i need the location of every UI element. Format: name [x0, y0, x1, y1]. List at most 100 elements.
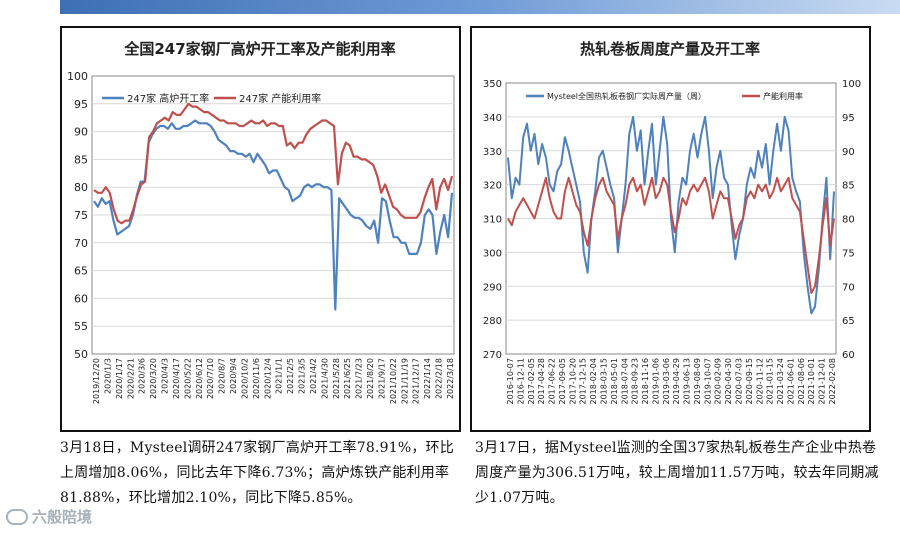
y-tick-label-right: 70 — [842, 282, 855, 293]
x-tick-label: 2021/3/5 — [298, 358, 307, 394]
y-tick-label: 80 — [74, 181, 88, 194]
blast-furnace-chart-panel: 全国247家钢厂高炉开工率及产能利用率 50 55 60 65 70 75 80 85 90 95 1… — [60, 26, 461, 432]
y-tick-label-right: 85 — [842, 181, 855, 192]
y-tick-label: 90 — [74, 126, 88, 139]
series-line-0 — [507, 115, 835, 315]
x-tick-label: 2018-11-16 — [641, 358, 650, 405]
x-tick-label: 2019/12/20 — [92, 358, 101, 404]
x-tick-label: 2021-12-01 — [818, 358, 827, 405]
x-tick-label: 2020/7/10 — [206, 358, 215, 399]
y-tick-label: 100 — [67, 70, 88, 83]
x-tick-label: 2020/5/22 — [183, 358, 192, 399]
x-tick-label: 2020/4/17 — [172, 358, 181, 399]
x-tick-label: 2016-10-07 — [506, 358, 515, 405]
x-tick-label: 2021/1/1 — [275, 358, 284, 394]
x-tick-label: 2020/1/3 — [103, 358, 112, 394]
x-tick-label: 2021/4/30 — [320, 358, 329, 399]
x-tick-label: 2017-02-05 — [527, 358, 536, 405]
y-tick-label-left: 300 — [483, 248, 502, 259]
hot-rolled-caption: 3月17日，据Mysteel监测的全国37家热轧板卷生产企业中热卷周度产量为30… — [475, 436, 890, 511]
x-tick-label: 2019-08-09 — [693, 358, 702, 405]
legend-label: 247家 高炉开工率 — [127, 92, 209, 105]
x-tick-label: 2020/8/7 — [218, 358, 227, 394]
y-tick-label: 65 — [74, 265, 88, 278]
y-tick-label-left: 280 — [483, 316, 502, 327]
x-tick-label: 2021/8/20 — [366, 358, 375, 399]
y-tick-label-left: 320 — [483, 181, 502, 192]
x-tick-label: 2020-09-15 — [745, 358, 754, 405]
x-tick-label: 2021-10-01 — [807, 358, 816, 405]
legend-label: 247家 产能利用率 — [239, 92, 321, 105]
y-tick-label-right: 75 — [842, 248, 855, 259]
y-tick-label: 60 — [74, 292, 88, 305]
x-tick-label: 2018-07-04 — [620, 358, 629, 405]
x-tick-label: 2020/2/21 — [126, 358, 135, 399]
x-tick-label: 2018-02-04 — [589, 358, 598, 405]
y-tick-label-right: 80 — [842, 215, 855, 226]
x-tick-label: 2020-07-03 — [735, 358, 744, 405]
x-tick-label: 2021/9/17 — [377, 358, 386, 399]
x-tick-label: 2022/1/14 — [423, 358, 432, 399]
x-tick-label: 2017-10-20 — [568, 358, 577, 405]
series-line-0 — [93, 119, 454, 311]
y-tick-label: 70 — [74, 237, 88, 250]
x-tick-label: 2019-04-29 — [672, 358, 681, 405]
chart-title: 全国247家钢厂高炉开工率及产能利用率 — [123, 40, 395, 58]
x-tick-label: 2020/10/2 — [240, 358, 249, 399]
y-tick-label: 75 — [74, 209, 88, 222]
chart-title: 热轧卷板周度产量及开工率 — [580, 40, 760, 58]
x-tick-label: 2022-02-08 — [828, 358, 837, 405]
x-tick-label: 2021/6/25 — [343, 358, 352, 399]
x-tick-label: 2018-05-01 — [610, 358, 619, 405]
x-tick-label: 2020/3/6 — [138, 358, 147, 394]
x-tick-label: 2020/4/3 — [161, 358, 170, 394]
x-tick-label: 2020/3/20 — [149, 358, 158, 399]
legend-label: 产能利用率 — [763, 91, 803, 101]
y-tick-label-left: 330 — [483, 147, 502, 158]
x-tick-label: 2021-01-15 — [766, 358, 775, 405]
hot-rolled-caption-text: 3月17日，据Mysteel监测的全国37家热轧板卷生产企业中热卷周度产量为30… — [475, 440, 879, 506]
y-tick-label-right: 60 — [842, 350, 855, 361]
series-line-1 — [507, 176, 835, 294]
x-tick-label: 2021/10/22 — [389, 358, 398, 404]
x-tick-label: 2020/6/12 — [195, 358, 204, 399]
blast-furnace-chart: 全国247家钢厂高炉开工率及产能利用率 50 55 60 65 70 75 80 85 90 95 1… — [67, 40, 455, 404]
x-tick-label: 2018-09-23 — [631, 358, 640, 405]
y-tick-label: 55 — [74, 320, 88, 333]
x-tick-label: 2020/1/17 — [115, 358, 124, 399]
watermark: 六般陪境 — [6, 506, 92, 527]
y-tick-label-left: 270 — [483, 350, 502, 361]
x-tick-label: 2019-06-13 — [683, 358, 692, 405]
x-tick-label: 2022/2/18 — [435, 358, 444, 399]
x-tick-label: 2017-06-22 — [548, 358, 557, 405]
x-tick-label: 2018-03-15 — [599, 358, 608, 405]
x-tick-label: 2017-09-05 — [558, 358, 567, 405]
blast-furnace-caption: 3月18日，Mysteel调研247家钢厂高炉开工率78.91%，环比上周增加8… — [60, 436, 465, 511]
x-tick-label: 2016-12-11 — [516, 358, 525, 405]
y-tick-label: 85 — [74, 153, 88, 166]
hot-rolled-chart: 热轧卷板周度产量及开工率 270 280 290 300 310 320 330 340 350 6… — [483, 40, 861, 405]
y-tick-label-left: 340 — [483, 113, 502, 124]
x-tick-label: 2020/12/4 — [263, 358, 272, 399]
y-tick-label-right: 95 — [842, 113, 855, 124]
x-tick-label: 2021-06-01 — [786, 358, 795, 405]
legend-label: Mysteel全国热轧板卷钢厂实际周产量（周） — [547, 91, 706, 101]
x-tick-label: 2021/7/23 — [355, 358, 364, 399]
y-tick-label-left: 290 — [483, 282, 502, 293]
x-tick-label: 2021/4/2 — [309, 358, 318, 394]
watermark-logo-icon — [6, 508, 28, 525]
x-tick-label: 2021-03-24 — [776, 358, 785, 405]
series-line-1 — [93, 102, 454, 225]
x-tick-label: 2020/11/6 — [252, 358, 261, 399]
x-tick-label: 2020-02-09 — [714, 358, 723, 405]
y-tick-label: 95 — [74, 98, 88, 111]
x-tick-label: 2021/2/5 — [286, 358, 295, 394]
x-tick-label: 2021-08-06 — [797, 358, 806, 405]
y-tick-label-right: 90 — [842, 147, 855, 158]
blast-furnace-caption-text: 3月18日，Mysteel调研247家钢厂高炉开工率78.91%，环比上周增加8… — [60, 440, 454, 506]
x-tick-label: 2021/5/28 — [332, 358, 341, 399]
header-accent-bar — [60, 0, 900, 14]
y-tick-label: 50 — [74, 348, 88, 361]
x-tick-label: 2017-12-15 — [579, 358, 588, 405]
x-tick-label: 2019-10-07 — [703, 358, 712, 405]
